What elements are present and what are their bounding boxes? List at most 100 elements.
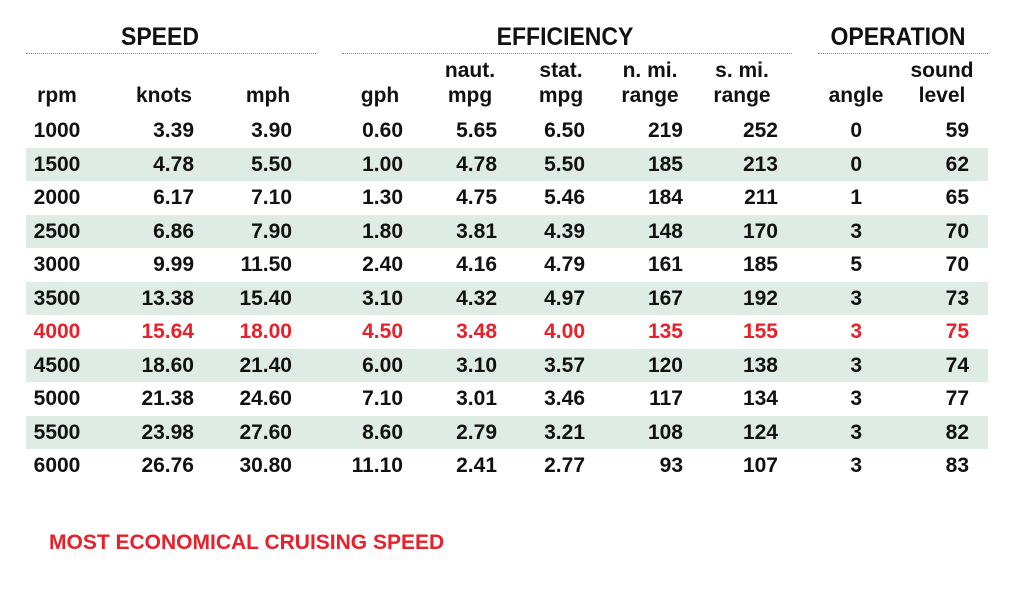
- cell-gph: 7.10: [362, 387, 403, 410]
- cell-angle: 3: [850, 286, 862, 310]
- table-row: 4000 15.64 18.00 4.50 3.48 4.00 135 155 3 75: [26, 315, 988, 349]
- cell-stat-mpg: 4.39: [544, 219, 585, 243]
- cell-stat-mpg: 4.79: [544, 253, 585, 276]
- group-title-speed: SPEED: [121, 23, 199, 51]
- cell-mph: 27.60: [239, 420, 292, 444]
- cell-angle: 3: [850, 219, 862, 243]
- cell-sound-level: 59: [945, 119, 969, 142]
- cell-s-mi-range: 124: [742, 420, 778, 444]
- cell-n-mi-range: 135: [647, 320, 683, 343]
- cell-rpm: 3500: [33, 286, 81, 310]
- cell-naut-mpg: 4.78: [456, 152, 497, 176]
- cell-mph: 30.80: [239, 454, 292, 477]
- cell-n-mi-range: 120: [647, 353, 683, 377]
- column-header-angle: angle: [828, 84, 884, 107]
- cell-naut-mpg: 2.79: [456, 420, 497, 444]
- cell-gph: 3.10: [362, 286, 403, 310]
- cell-gph: 11.10: [351, 454, 403, 477]
- table-row: 3000 9.99 11.50 2.40 4.16 4.79 161 185 5 70: [26, 248, 988, 282]
- column-header-naut-mpg: naut.: [444, 59, 496, 82]
- cell-s-mi-range: 134: [742, 387, 778, 410]
- table-row: 3500 13.38 15.40 3.10 4.32 4.97 167 192 3 73: [26, 281, 988, 315]
- column-header-s-mi-range: range: [713, 84, 771, 107]
- cell-s-mi-range: 192: [742, 286, 778, 310]
- cell-rpm: 1000: [33, 119, 81, 142]
- cell-n-mi-range: 219: [647, 119, 683, 142]
- cell-naut-mpg: 3.81: [456, 219, 497, 243]
- cell-s-mi-range: 252: [742, 119, 778, 142]
- cell-mph: 21.40: [239, 353, 292, 377]
- cell-n-mi-range: 184: [647, 186, 683, 209]
- cell-knots: 6.17: [153, 186, 194, 209]
- cell-knots: 26.76: [141, 454, 194, 477]
- cell-naut-mpg: 4.75: [456, 186, 497, 209]
- cell-mph: 3.90: [251, 119, 292, 142]
- cell-s-mi-range: 170: [742, 219, 778, 243]
- cell-stat-mpg: 2.77: [544, 454, 585, 477]
- cell-knots: 21.38: [141, 387, 194, 410]
- cell-mph: 7.10: [251, 186, 292, 209]
- cell-rpm: 6000: [33, 454, 81, 477]
- cell-angle: 1: [850, 186, 862, 209]
- cell-rpm: 2500: [33, 219, 81, 243]
- cell-stat-mpg: 5.46: [544, 186, 585, 209]
- cell-s-mi-range: 107: [742, 454, 778, 477]
- column-header-rpm: rpm: [37, 84, 77, 107]
- cell-n-mi-range: 161: [647, 253, 683, 276]
- column-header-sound-level: level: [918, 84, 966, 107]
- cell-gph: 1.30: [362, 186, 403, 209]
- cell-sound-level: 73: [945, 286, 969, 310]
- cell-angle: 5: [850, 253, 862, 276]
- cell-n-mi-range: 148: [647, 219, 683, 243]
- cell-stat-mpg: 5.50: [544, 152, 585, 176]
- cell-naut-mpg: 4.16: [456, 253, 497, 276]
- cell-knots: 3.39: [153, 119, 194, 142]
- table-row: 2500 6.86 7.90 1.80 3.81 4.39 148 170 3 70: [26, 214, 988, 248]
- cell-angle: 3: [850, 420, 862, 444]
- cell-sound-level: 77: [945, 387, 969, 410]
- cell-gph: 1.00: [362, 152, 403, 176]
- cell-gph: 4.50: [362, 320, 403, 343]
- cell-angle: 3: [850, 353, 862, 377]
- cell-naut-mpg: 3.48: [456, 320, 497, 343]
- cell-s-mi-range: 211: [744, 186, 778, 209]
- cell-rpm: 5500: [33, 420, 81, 444]
- cell-naut-mpg: 2.41: [456, 454, 497, 477]
- cell-rpm: 2000: [33, 186, 81, 209]
- cell-knots: 4.78: [153, 152, 194, 176]
- cell-mph: 5.50: [251, 152, 292, 176]
- cell-mph: 18.00: [239, 320, 292, 343]
- group-title-operation: OPERATION: [830, 23, 966, 51]
- cell-knots: 6.86: [153, 219, 194, 243]
- column-header-naut-mpg: mpg: [447, 84, 493, 107]
- column-header-stat-mpg: mpg: [538, 84, 584, 107]
- group-title-efficiency: EFFICIENCY: [496, 23, 634, 51]
- cell-naut-mpg: 3.01: [456, 387, 497, 410]
- cell-mph: 7.90: [251, 219, 292, 243]
- cell-gph: 0.60: [362, 119, 403, 142]
- column-header-mph: mph: [245, 84, 291, 107]
- column-header-n-mi-range: range: [621, 84, 679, 107]
- cell-rpm: 3000: [33, 253, 81, 276]
- cell-s-mi-range: 213: [742, 152, 778, 176]
- cell-s-mi-range: 138: [742, 353, 778, 377]
- cell-n-mi-range: 108: [647, 420, 683, 444]
- cell-mph: 11.50: [240, 253, 292, 276]
- cell-knots: 13.38: [141, 286, 194, 310]
- cell-stat-mpg: 3.57: [544, 353, 585, 377]
- cell-naut-mpg: 5.65: [456, 119, 497, 142]
- cell-angle: 0: [850, 119, 862, 142]
- cell-sound-level: 65: [945, 186, 969, 209]
- cell-stat-mpg: 3.21: [544, 420, 585, 444]
- cell-n-mi-range: 185: [647, 152, 683, 176]
- cell-mph: 24.60: [239, 387, 292, 410]
- table-row: 5000 21.38 24.60 7.10 3.01 3.46 117 134 3 77: [26, 382, 988, 416]
- cell-sound-level: 70: [945, 253, 969, 276]
- cell-rpm: 1500: [33, 152, 81, 176]
- cell-s-mi-range: 155: [742, 320, 778, 343]
- cell-naut-mpg: 3.10: [456, 353, 497, 377]
- cell-rpm: 4000: [33, 320, 81, 343]
- group-rule: [342, 53, 792, 54]
- cell-n-mi-range: 167: [647, 286, 683, 310]
- table-row: 4500 18.60 21.40 6.00 3.10 3.57 120 138 3 74: [26, 348, 988, 382]
